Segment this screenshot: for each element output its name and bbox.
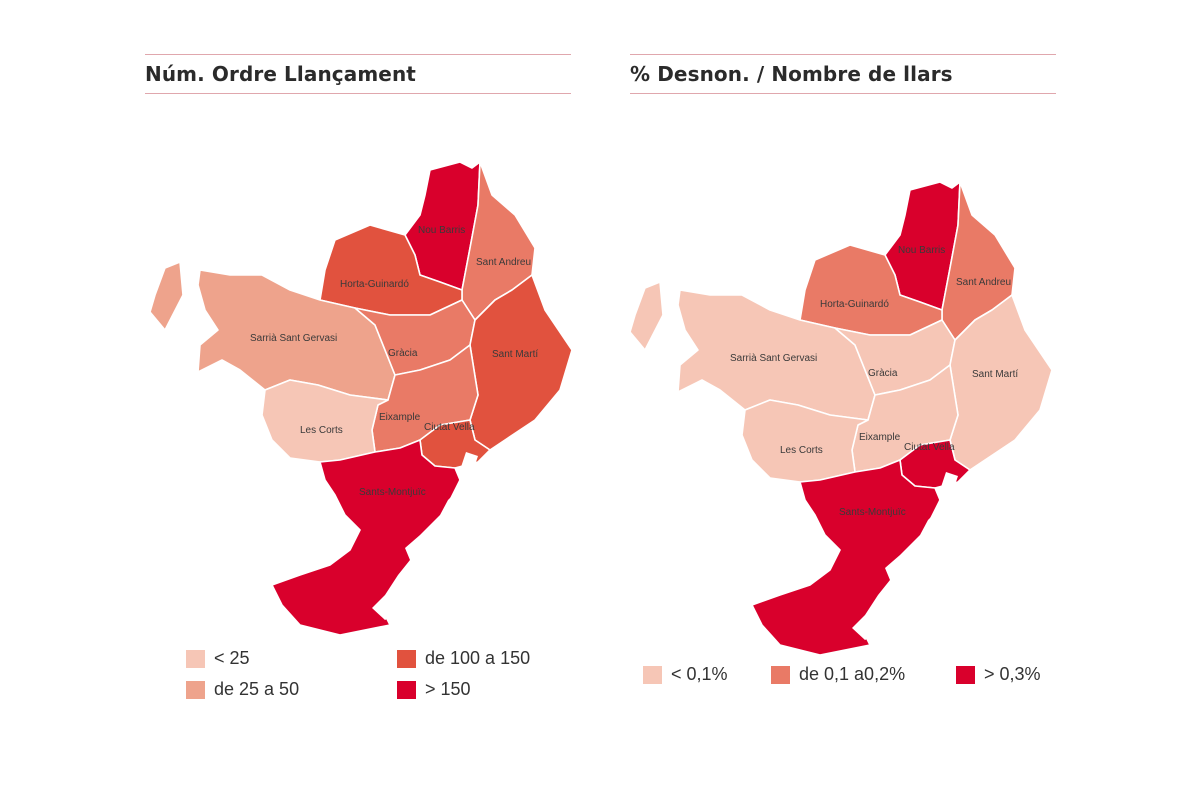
map-title: % Desnon. / Nombre de llars bbox=[630, 62, 953, 86]
district-label: Eixample bbox=[859, 432, 901, 443]
district-label: Horta-Guinardó bbox=[340, 279, 409, 290]
district-label: Sarrià Sant Gervasi bbox=[250, 333, 337, 344]
legend-label: de 100 a 150 bbox=[425, 648, 531, 668]
legend-item: de 25 a 50 bbox=[186, 679, 299, 700]
legend-item: de 0,1 a0,2% bbox=[771, 664, 905, 685]
harbour-area bbox=[372, 452, 478, 620]
legend-swatch bbox=[397, 649, 416, 668]
district-label: Gràcia bbox=[868, 368, 898, 379]
district-les-corts bbox=[261, 379, 389, 463]
district-label: Gràcia bbox=[388, 348, 418, 359]
district-label: Sant Andreu bbox=[476, 257, 531, 268]
panel-launch-order: Núm. Ordre Llançament bbox=[145, 54, 571, 94]
legend-item: < 25 bbox=[186, 648, 250, 669]
legend-swatch bbox=[643, 665, 662, 684]
district-label: Sants-Montjuïc bbox=[359, 487, 426, 498]
legend-label: > 0,3% bbox=[984, 664, 1041, 684]
district-label: Ciutat Vella bbox=[424, 422, 475, 433]
district-label: Les Corts bbox=[780, 445, 823, 456]
legend-label: de 25 a 50 bbox=[214, 679, 300, 699]
legend-label: de 0,1 a0,2% bbox=[799, 664, 906, 684]
district-label: Sant Martí bbox=[492, 349, 538, 360]
panel-evictions-per-household: % Desnon. / Nombre de llars bbox=[630, 54, 1056, 94]
district-label: Sants-Montjuïc bbox=[839, 507, 906, 518]
title-bar: % Desnon. / Nombre de llars bbox=[630, 54, 1056, 94]
district-label: Sarrià Sant Gervasi bbox=[730, 353, 817, 364]
legend-swatch bbox=[397, 680, 416, 699]
legend-item: > 0,3% bbox=[956, 664, 1041, 685]
map-title: Núm. Ordre Llançament bbox=[145, 62, 416, 86]
legend-label: < 0,1% bbox=[671, 664, 728, 684]
district-label: Nou Barris bbox=[898, 245, 945, 256]
legend-swatch bbox=[956, 665, 975, 684]
title-bar: Núm. Ordre Llançament bbox=[145, 54, 571, 94]
district-les-corts bbox=[741, 399, 869, 483]
district-label: Horta-Guinardó bbox=[820, 299, 889, 310]
district-label: Sant Andreu bbox=[956, 277, 1011, 288]
legend-item: < 0,1% bbox=[643, 664, 728, 685]
district-label: Eixample bbox=[379, 412, 421, 423]
district-label: Ciutat Vella bbox=[904, 442, 955, 453]
legend-item: de 100 a 150 bbox=[397, 648, 530, 669]
district-label: Les Corts bbox=[300, 425, 343, 436]
legend-label: > 150 bbox=[425, 679, 471, 699]
harbour-area bbox=[852, 472, 958, 640]
district-label: Nou Barris bbox=[418, 225, 465, 236]
legend-label: < 25 bbox=[214, 648, 250, 668]
legend-swatch bbox=[771, 665, 790, 684]
legend-swatch bbox=[186, 680, 205, 699]
legend-swatch bbox=[186, 649, 205, 668]
legend-item: > 150 bbox=[397, 679, 471, 700]
district-label: Sant Martí bbox=[972, 369, 1018, 380]
